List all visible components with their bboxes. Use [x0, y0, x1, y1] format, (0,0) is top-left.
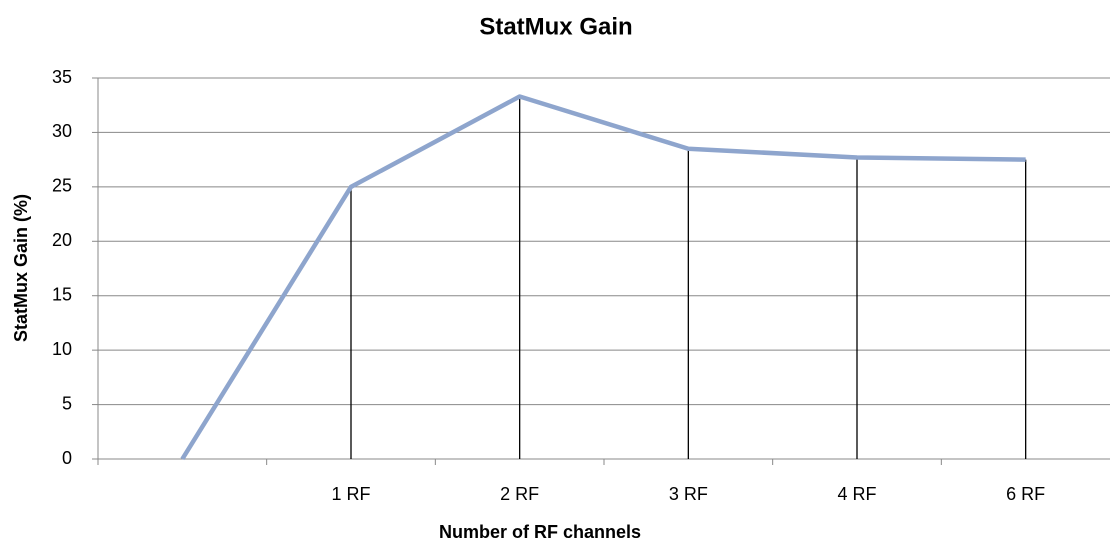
x-axis-label: Number of RF channels	[439, 522, 641, 542]
line-series	[180, 94, 1026, 461]
y-tick-label: 5	[62, 393, 72, 413]
y-tick-label: 0	[62, 448, 72, 468]
x-tick-label: 4 RF	[837, 484, 876, 504]
x-tick-label: 3 RF	[669, 484, 708, 504]
y-tick-label: 20	[52, 230, 72, 250]
y-tick-label: 15	[52, 284, 72, 304]
x-tick-label: 6 RF	[1006, 484, 1045, 504]
y-tick-label: 35	[52, 67, 72, 87]
y-tick-label: 10	[52, 339, 72, 359]
x-tick-label: 1 RF	[331, 484, 370, 504]
y-tick-label: 30	[52, 121, 72, 141]
chart-title: StatMux Gain	[479, 13, 632, 40]
y-axis-label: StatMux Gain (%)	[11, 194, 31, 342]
x-tick-label: 2 RF	[500, 484, 539, 504]
y-tick-label: 25	[52, 176, 72, 196]
